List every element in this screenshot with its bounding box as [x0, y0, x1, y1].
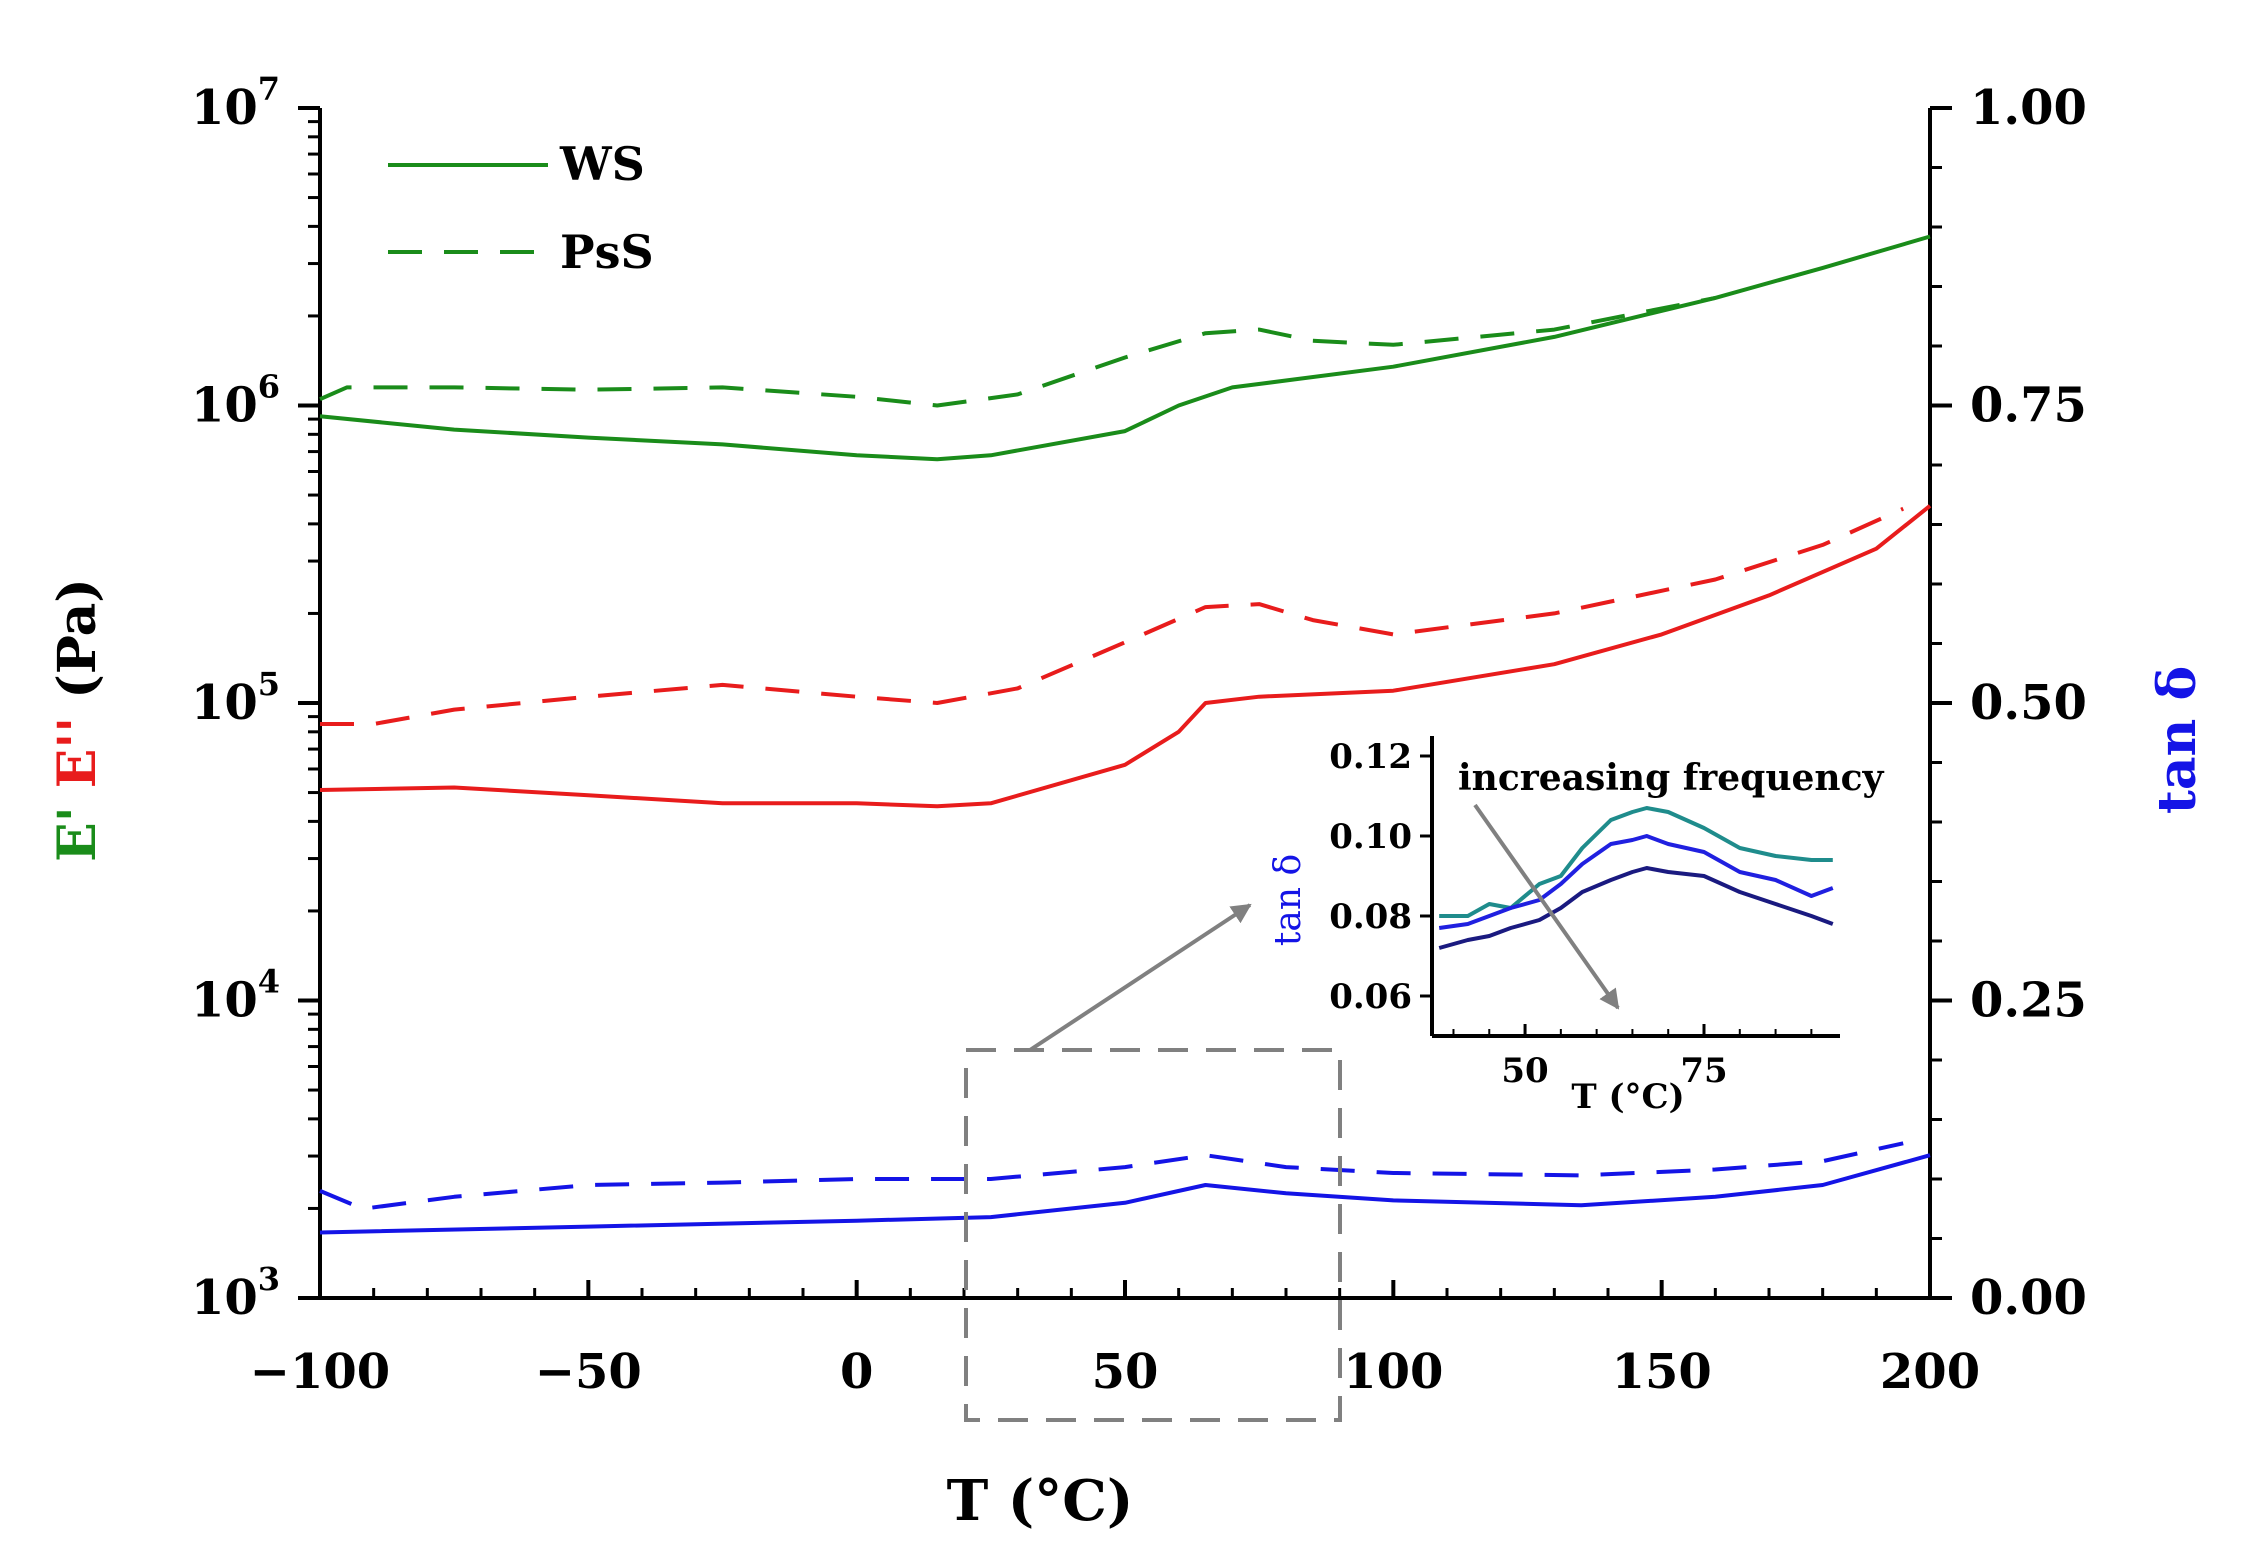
series-e-pss — [320, 506, 1905, 726]
right-y-ticks: 0.00 0.25 0.50 0.75 1.00 — [1930, 80, 2087, 1326]
left-y-tick-label: 103 — [191, 1260, 280, 1326]
x-tick-label: −50 — [535, 1344, 642, 1400]
inset-y-tick-label: 0.08 — [1329, 897, 1412, 937]
inset-chart: 50 75 0.06 0.08 0.10 0.12 increasing frequen… — [1268, 736, 1884, 1117]
inset-series-highest-frequency — [1438, 866, 1834, 950]
x-tick-label: −100 — [250, 1344, 390, 1400]
right-y-tick-label: 0.75 — [1970, 378, 2087, 434]
main-axes — [318, 108, 1932, 1300]
series-e-ws — [319, 504, 1932, 809]
inset-y-axis-label: tan δ — [1268, 854, 1309, 946]
x-axis-label: T (°C) — [947, 1468, 1134, 1534]
inset-annotation: increasing frequency — [1458, 757, 1884, 799]
left-y-tick-label: 106 — [191, 368, 280, 434]
series-e-ws — [319, 234, 1931, 462]
zoom-pointer-arrow — [1028, 903, 1252, 1052]
right-y-tick-label: 0.25 — [1970, 973, 2087, 1029]
inset-frequency-arrow — [1473, 803, 1620, 1010]
inset-y-tick-label: 0.06 — [1329, 977, 1412, 1017]
inset-x-ticks: 50 75 — [1452, 1024, 1813, 1091]
right-y-tick-label: 0.50 — [1970, 675, 2087, 731]
inset-y-tick-label: 0.12 — [1329, 737, 1412, 777]
x-tick-label: 100 — [1343, 1344, 1443, 1400]
left-y-tick-label: 107 — [191, 70, 280, 136]
inset-x-axis-label: T (°C) — [1571, 1077, 1684, 1117]
inset-series-lowest-frequency — [1439, 806, 1833, 918]
legend-ws-label: WS — [559, 137, 645, 191]
inset-series-middle-frequency — [1438, 834, 1834, 930]
legend-pss-label: PsS — [560, 225, 654, 279]
left-y-ticks: 103 104 105 106 107 — [191, 70, 320, 1326]
left-y-tick-label: 105 — [191, 665, 280, 731]
main-series — [319, 234, 1932, 1235]
right-y-tick-label: 0.00 — [1970, 1270, 2087, 1326]
series-e-pss — [319, 295, 1716, 408]
x-tick-label: 0 — [840, 1344, 873, 1400]
left-y-tick-label: 104 — [191, 963, 280, 1029]
zoom-region-box — [964, 1048, 1342, 1422]
inset-y-tick-label: 0.10 — [1329, 817, 1412, 857]
left-y-axis-label: E' E'' (Pa) — [47, 578, 108, 862]
x-tick-label: 200 — [1880, 1344, 1980, 1400]
inset-x-tick-label: 75 — [1680, 1051, 1727, 1091]
legend: WS PsS — [388, 137, 654, 279]
inset-y-ticks: 0.06 0.08 0.10 0.12 — [1329, 737, 1432, 1017]
x-ticks: −100 −50 0 50 100 150 200 — [250, 1280, 1980, 1400]
x-tick-label: 150 — [1612, 1344, 1712, 1400]
x-tick-label: 50 — [1092, 1344, 1159, 1400]
series-tan-pss — [319, 1141, 1904, 1211]
series-tan-ws — [319, 1153, 1931, 1235]
inset-series — [1438, 806, 1834, 950]
right-y-tick-label: 1.00 — [1970, 80, 2087, 136]
inset-x-tick-label: 50 — [1501, 1051, 1548, 1091]
right-y-axis-label: tan δ — [2147, 666, 2208, 814]
